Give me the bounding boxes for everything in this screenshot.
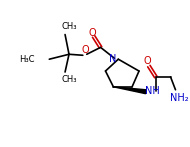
Text: O: O — [89, 28, 97, 38]
Text: NH₂: NH₂ — [170, 93, 189, 103]
Text: O: O — [82, 45, 90, 55]
Text: N: N — [109, 54, 116, 64]
Text: CH₃: CH₃ — [61, 22, 77, 31]
Text: CH₃: CH₃ — [61, 75, 77, 84]
Polygon shape — [113, 87, 146, 94]
Text: O: O — [143, 56, 151, 66]
Text: NH: NH — [145, 86, 160, 96]
Text: H₃C: H₃C — [19, 55, 35, 64]
